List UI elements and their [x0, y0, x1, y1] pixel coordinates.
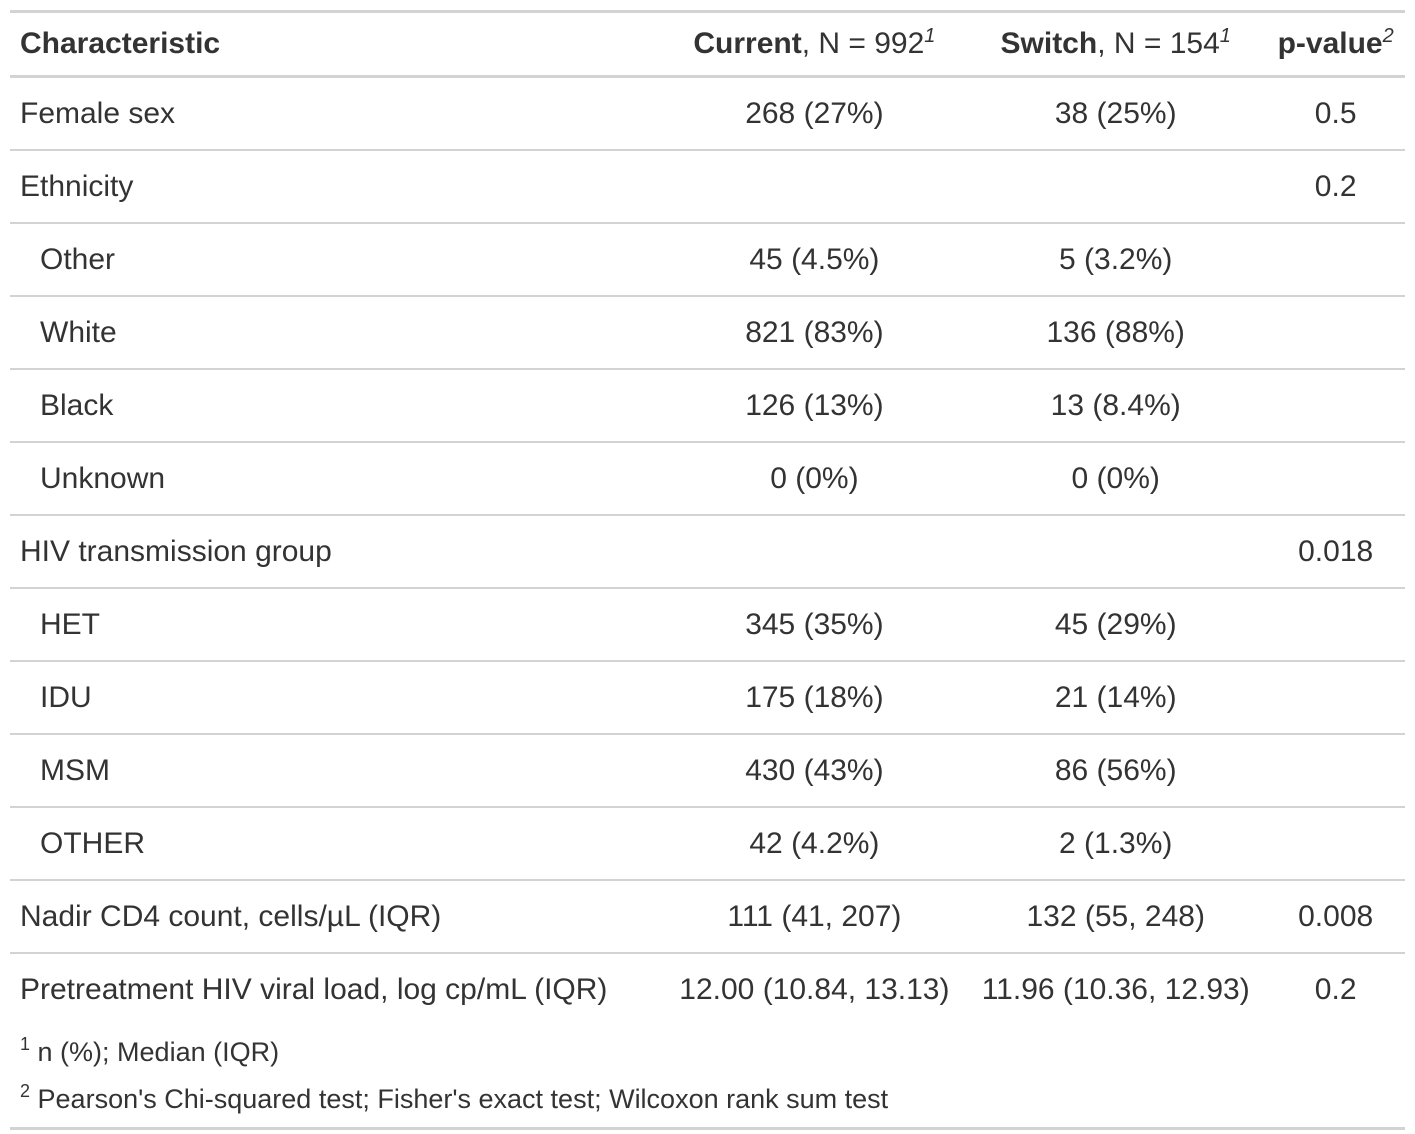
- table-row: Nadir CD4 count, cells/µL (IQR) 111 (41, …: [10, 880, 1405, 954]
- summary-table-container: Characteristic Current, N = 9921 Switch,…: [10, 10, 1405, 1130]
- cell-switch: 21 (14%): [965, 661, 1267, 735]
- cell-pvalue: 0.2: [1266, 150, 1405, 224]
- table-row: Female sex 268 (27%) 38 (25%) 0.5: [10, 76, 1405, 151]
- cell-characteristic: Nadir CD4 count, cells/µL (IQR): [10, 880, 664, 954]
- cell-pvalue: [1266, 661, 1405, 735]
- cell-switch: [965, 150, 1267, 224]
- table-footnotes: 1 n (%); Median (IQR) 2 Pearson's Chi-sq…: [10, 1025, 1405, 1129]
- cell-current: 821 (83%): [663, 296, 966, 370]
- cell-switch: [965, 515, 1267, 589]
- cell-pvalue: [1266, 223, 1405, 297]
- cell-characteristic: Ethnicity: [10, 150, 664, 224]
- cell-pvalue: [1266, 807, 1405, 881]
- cell-characteristic: IDU: [10, 661, 664, 735]
- cell-current: 345 (35%): [663, 588, 966, 662]
- cell-switch: 5 (3.2%): [965, 223, 1267, 297]
- table-row: HIV transmission group 0.018: [10, 515, 1405, 589]
- table-body: Female sex 268 (27%) 38 (25%) 0.5 Ethnicity 0…: [10, 76, 1405, 1026]
- header-pvalue: p-value2: [1266, 11, 1405, 78]
- cell-switch: 86 (56%): [965, 734, 1267, 808]
- table-row: HET 345 (35%) 45 (29%): [10, 588, 1405, 662]
- cell-current: 430 (43%): [663, 734, 966, 808]
- cell-characteristic: OTHER: [10, 807, 664, 881]
- table-row: MSM 430 (43%) 86 (56%): [10, 734, 1405, 808]
- cell-current: 111 (41, 207): [663, 880, 966, 954]
- cell-pvalue: 0.018: [1266, 515, 1405, 589]
- cell-current: 175 (18%): [663, 661, 966, 735]
- cell-characteristic: MSM: [10, 734, 664, 808]
- footnote-2-mark: 2: [20, 1081, 31, 1101]
- cell-switch: 13 (8.4%): [965, 369, 1267, 443]
- cell-pvalue: 0.2: [1314, 972, 1357, 1006]
- cell-current: 268 (27%): [663, 76, 966, 151]
- cell-pvalue: [1266, 296, 1405, 370]
- header-row: Characteristic Current, N = 9921 Switch,…: [10, 11, 1405, 78]
- header-switch-count: , N = 154: [1097, 27, 1220, 60]
- header-current-bold: Current: [693, 27, 802, 60]
- cell-pvalue: 0.008: [1266, 880, 1405, 954]
- cell-characteristic: Pretreatment HIV viral load, log cp/mL (…: [20, 972, 608, 1006]
- table-row: IDU 175 (18%) 21 (14%): [10, 661, 1405, 735]
- table-row: Pretreatment HIV viral load, log cp/mL (…: [10, 953, 1405, 1025]
- cell-pvalue: [1266, 369, 1405, 443]
- cell-switch: 38 (25%): [965, 76, 1267, 151]
- summary-table: Characteristic Current, N = 9921 Switch,…: [10, 10, 1405, 1130]
- cell-characteristic: Unknown: [10, 442, 664, 516]
- footnote-1-text: n (%); Median (IQR): [37, 1037, 280, 1067]
- header-current: Current, N = 9921: [663, 11, 966, 78]
- cell-pvalue: [1266, 588, 1405, 662]
- cell-characteristic: HIV transmission group: [10, 515, 664, 589]
- cell-characteristic: White: [10, 296, 664, 370]
- footnote-row: 2 Pearson's Chi-squared test; Fisher's e…: [10, 1076, 1405, 1129]
- header-current-footnote-mark: 1: [924, 25, 936, 47]
- table-row: Black 126 (13%) 13 (8.4%): [10, 369, 1405, 443]
- cell-current: 0 (0%): [663, 442, 966, 516]
- cell-characteristic: Other: [10, 223, 664, 297]
- cell-characteristic: Female sex: [10, 76, 664, 151]
- cell-switch: 0 (0%): [965, 442, 1267, 516]
- cell-pvalue: 0.5: [1266, 76, 1405, 151]
- footnote-1-mark: 1: [20, 1034, 31, 1054]
- header-pvalue-bold: p-value: [1277, 27, 1383, 60]
- cell-current: [663, 515, 966, 589]
- cell-pvalue: [1266, 442, 1405, 516]
- header-switch-footnote-mark: 1: [1219, 25, 1231, 47]
- table-row: OTHER 42 (4.2%) 2 (1.3%): [10, 807, 1405, 881]
- cell-characteristic: HET: [10, 588, 664, 662]
- table-row: Unknown 0 (0%) 0 (0%): [10, 442, 1405, 516]
- cell-current: 12.00 (10.84, 13.13): [679, 972, 950, 1006]
- header-current-count: , N = 992: [801, 27, 925, 60]
- cell-current: [663, 150, 966, 224]
- footnote-2-text: Pearson's Chi-squared test; Fisher's exa…: [37, 1084, 889, 1114]
- cell-current: 126 (13%): [663, 369, 966, 443]
- header-switch: Switch, N = 1541: [965, 11, 1267, 78]
- cell-switch: 45 (29%): [965, 588, 1267, 662]
- header-characteristic: Characteristic: [10, 11, 664, 78]
- table-row: White 821 (83%) 136 (88%): [10, 296, 1405, 370]
- cell-switch: 136 (88%): [965, 296, 1267, 370]
- cell-current: 45 (4.5%): [663, 223, 966, 297]
- table-row: Ethnicity 0.2: [10, 150, 1405, 224]
- header-characteristic-label: Characteristic: [20, 27, 221, 60]
- cell-switch: 2 (1.3%): [965, 807, 1267, 881]
- table-row: Other 45 (4.5%) 5 (3.2%): [10, 223, 1405, 297]
- cell-characteristic: Black: [10, 369, 664, 443]
- cell-pvalue: [1266, 734, 1405, 808]
- footnote-1: 1 n (%); Median (IQR): [10, 1025, 1405, 1076]
- header-switch-bold: Switch: [1000, 27, 1098, 60]
- cell-current: 42 (4.2%): [663, 807, 966, 881]
- header-pvalue-footnote-mark: 2: [1382, 25, 1394, 47]
- footnote-row: 1 n (%); Median (IQR): [10, 1025, 1405, 1076]
- cell-switch: 132 (55, 248): [965, 880, 1267, 954]
- footnote-2: 2 Pearson's Chi-squared test; Fisher's e…: [10, 1076, 1405, 1129]
- cell-switch: 11.96 (10.36, 12.93): [981, 972, 1250, 1006]
